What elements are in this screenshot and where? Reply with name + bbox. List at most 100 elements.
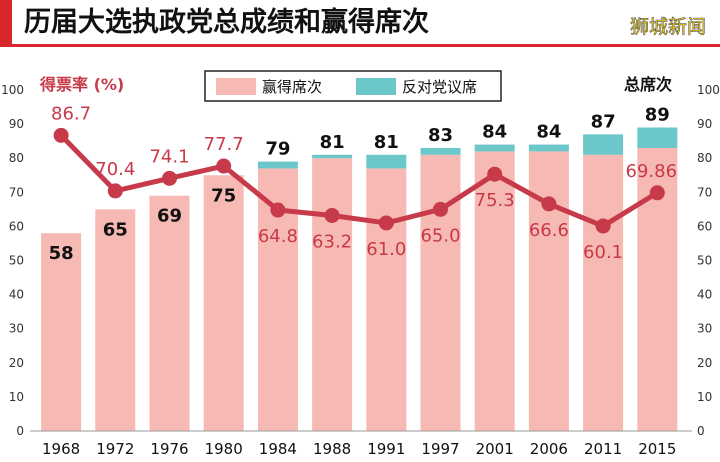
seat-total-label: 69: [157, 206, 182, 227]
seat-total-label: 65: [103, 219, 128, 240]
vote-share-label: 75.3: [475, 190, 515, 211]
y-tick-label-left: 90: [9, 117, 24, 131]
vote-share-label: 77.7: [204, 134, 244, 155]
vote-share-point: [107, 183, 123, 199]
bar-seats-won: [95, 209, 136, 431]
y-tick-label-left: 60: [9, 219, 24, 233]
vote-share-point: [433, 201, 448, 217]
x-axis-labels: 1968 1972 1976 1980 1984 1988 1991 1997 2001 2006…: [42, 440, 676, 458]
vote-share-label: 66.6: [529, 220, 569, 241]
left-axis-label: 得票率 (%): [39, 75, 124, 94]
y-tick-label-right: 80: [697, 151, 712, 165]
title-accent-bar: [0, 0, 12, 44]
bar-opposition-seats: [312, 154, 353, 159]
vote-share-label: 61.0: [366, 239, 406, 260]
vote-share-label: 63.2: [312, 231, 352, 252]
y-tick-label-right: 70: [697, 185, 712, 199]
y-tick-label-left: 0: [16, 424, 24, 438]
vote-share-label: 70.4: [95, 159, 135, 180]
bar-seats-won: [420, 154, 461, 432]
x-tick-label: 1997: [421, 440, 459, 458]
vote-share-point: [487, 166, 503, 182]
vote-share-label: 60.1: [583, 242, 623, 263]
seat-total-label: 81: [320, 132, 345, 153]
title-underline: [0, 44, 720, 47]
x-tick-label: 1991: [367, 440, 405, 458]
right-axis-label: 总席次: [624, 75, 672, 94]
y-tick-label-right: 60: [697, 219, 712, 233]
vote-share-label: 86.7: [51, 103, 91, 124]
legend-label-seats: 赢得席次: [262, 78, 322, 96]
vote-share-point: [595, 218, 611, 234]
y-tick-label-left: 10: [9, 390, 24, 404]
vote-share-label: 65.0: [420, 225, 460, 246]
legend-swatch-opposition: [356, 78, 396, 95]
seat-total-label: 58: [49, 243, 74, 264]
y-tick-label-left: 50: [9, 254, 24, 268]
seat-total-label: 75: [211, 185, 236, 206]
legend: 赢得席次 反对党议席: [204, 70, 502, 102]
x-tick-label: 1976: [150, 440, 188, 458]
vote-share-point: [378, 215, 394, 231]
x-tick-label: 2011: [584, 440, 622, 458]
vote-share-label: 64.8: [258, 226, 298, 247]
y-tick-label-right: 40: [697, 288, 712, 302]
y-tick-label-right: 20: [697, 356, 712, 370]
x-tick-label: 1968: [42, 440, 80, 458]
vote-share-label: 74.1: [149, 146, 189, 167]
x-tick-label: 2001: [476, 440, 514, 458]
bars: [30, 127, 692, 432]
y-tick-label-right: 0: [697, 424, 705, 438]
left-axis-ticks: 0 10 20 30 40 50 60 70 80 90 100: [1, 83, 24, 438]
vote-share-labels: 86.7 70.4 74.1 77.7 64.8 63.2 61.0 65.0 75.3 66.6…: [51, 103, 677, 263]
bar-seats-won: [149, 195, 190, 431]
vote-share-polyline: [59, 133, 659, 229]
legend-label-opposition: 反对党议席: [402, 78, 477, 96]
bar-opposition-seats: [420, 147, 461, 155]
y-tick-label-left: 70: [9, 185, 24, 199]
vote-share-point: [649, 185, 665, 201]
bar-seats-won: [41, 233, 82, 431]
seat-total-label: 87: [591, 111, 616, 132]
bar-seats-won: [366, 168, 407, 431]
bar-seats-won: [474, 151, 515, 431]
vote-share-point: [541, 196, 557, 212]
vote-share-point: [270, 202, 286, 218]
x-tick-label: 2006: [530, 440, 568, 458]
x-tick-label: 1988: [313, 440, 351, 458]
vote-share-line: [53, 127, 665, 234]
vote-share-point: [216, 158, 232, 174]
seat-total-label: 83: [428, 125, 453, 146]
seat-total-label: 79: [265, 139, 290, 160]
y-tick-label-left: 100: [1, 83, 24, 97]
bar-seats-won: [203, 175, 244, 431]
y-tick-label-right: 10: [697, 390, 712, 404]
y-tick-label-right: 90: [697, 117, 712, 131]
x-tick-label: 1972: [96, 440, 134, 458]
watermark: 狮城新闻: [630, 16, 706, 38]
y-tick-label-left: 40: [9, 288, 24, 302]
vote-share-label: 69.86: [626, 161, 678, 182]
seat-total-label: 84: [536, 122, 561, 143]
y-tick-label-right: 100: [697, 83, 720, 97]
vote-share-point: [53, 127, 69, 143]
bar-opposition-seats: [474, 144, 515, 152]
bar-opposition-seats: [583, 134, 624, 155]
seat-total-label: 81: [374, 132, 399, 153]
bar-opposition-seats: [528, 144, 569, 152]
right-axis-ticks: 0 10 20 30 40 50 60 70 80 90 100: [697, 83, 720, 438]
x-tick-label: 1984: [259, 440, 297, 458]
seat-total-label: 84: [482, 122, 507, 143]
y-tick-label-left: 80: [9, 151, 24, 165]
bar-opposition-seats: [366, 154, 407, 169]
bar-opposition-seats: [637, 127, 678, 148]
vote-share-point: [162, 170, 177, 186]
bar-seats-won: [583, 154, 624, 432]
y-tick-label-left: 20: [9, 356, 24, 370]
chart-title: 历届大选执政党总成绩和赢得席次: [24, 6, 429, 38]
seat-labels: 58 65 69 75 79 81 81 83 84 84 87 89: [49, 105, 670, 265]
y-tick-label-left: 30: [9, 322, 24, 336]
bar-opposition-seats: [257, 161, 298, 169]
y-tick-label-right: 50: [697, 254, 712, 268]
